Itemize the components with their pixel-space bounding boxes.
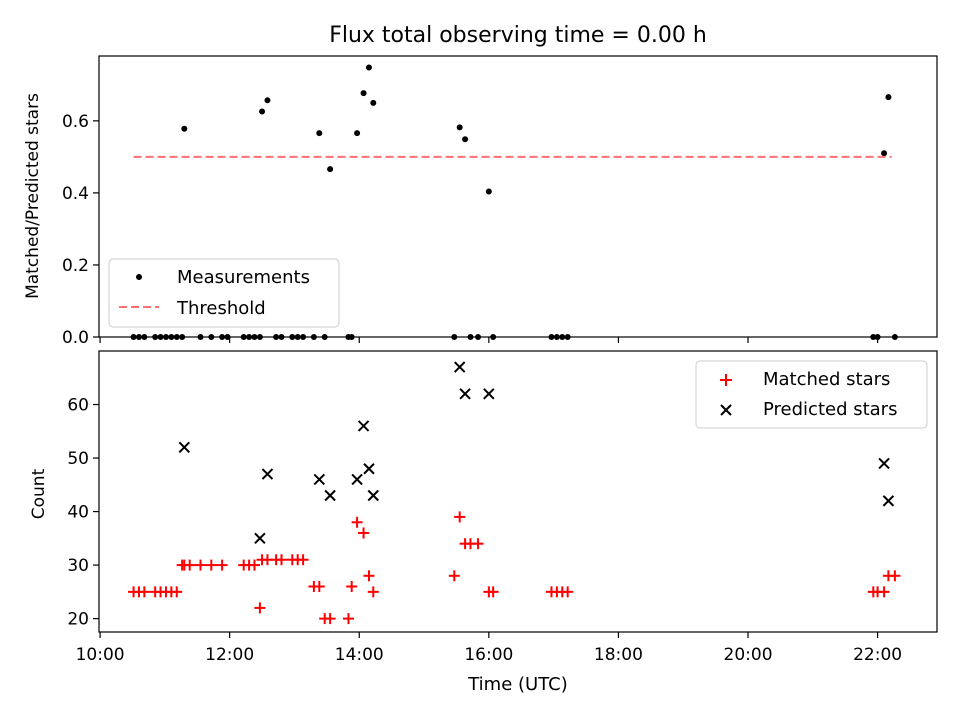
- matched-stars-point: [276, 554, 288, 566]
- predicted-stars-point: [357, 420, 370, 432]
- matched-stars-point: [313, 581, 325, 593]
- predicted-stars-point: [483, 388, 495, 400]
- legend-measurements-marker: [136, 274, 142, 280]
- bottom-x-ticks: 10:00 12:00 14:00 16:00 18:00 20:00 22:00: [76, 632, 902, 665]
- legend-threshold-label: Threshold: [176, 298, 266, 319]
- matched-stars-point: [472, 538, 484, 550]
- predicted-stars-point: [178, 441, 191, 454]
- measurement-point: [259, 108, 266, 115]
- matched-stars-point: [358, 527, 370, 539]
- measurement-point: [462, 136, 469, 143]
- measurement-point: [370, 99, 377, 106]
- measurement-point: [885, 94, 892, 101]
- bottom-y-tick-label: 20: [67, 610, 89, 630]
- top-y-tick-label: 0.0: [62, 328, 89, 348]
- bottom-axes-frame: [98, 350, 938, 633]
- predicted-stars-point: [878, 457, 890, 470]
- measurement-point: [456, 124, 463, 131]
- matched-stars-point: [367, 586, 379, 598]
- matched-stars-point: [195, 559, 207, 571]
- legend-matched-label: Matched stars: [763, 369, 890, 390]
- matched-stars-point: [297, 554, 309, 566]
- predicted-stars-point: [313, 473, 326, 486]
- bottom-x-tick-label: 16:00: [464, 645, 513, 665]
- bottom-legend-box: [695, 360, 928, 429]
- matched-stars-point: [351, 516, 363, 528]
- matched-stars-point: [889, 570, 901, 582]
- matched-stars-point: [562, 586, 574, 598]
- legend-predicted-label: Predicted stars: [763, 399, 897, 420]
- predicted-stars-point: [261, 468, 274, 480]
- predicted-stars-point: [351, 473, 363, 486]
- matched-stars-point: [346, 581, 358, 593]
- top-y-tick-label: 0.4: [62, 184, 89, 204]
- bottom-x-tick-label: 18:00: [594, 645, 643, 665]
- top-x-ticks: [99, 337, 879, 343]
- matched-stars-point: [878, 586, 890, 598]
- measurement-point: [360, 90, 367, 97]
- bottom-y-tick-label: 60: [67, 396, 89, 416]
- matched-stars-point: [363, 570, 375, 582]
- bottom-y-axis-label: Count: [29, 468, 49, 519]
- legend-measurements-label: Measurements: [177, 267, 310, 288]
- bottom-y-ticks: 20 30 40 50 60: [67, 396, 99, 630]
- matched-stars-point: [249, 559, 261, 571]
- measurement-point: [327, 166, 334, 173]
- bottom-y-tick-label: 30: [67, 556, 89, 576]
- predicted-stars-point: [363, 463, 375, 475]
- top-y-ticks: 0.0 0.2 0.4 0.6: [62, 112, 99, 348]
- predicted-stars-point: [324, 489, 336, 502]
- measurement-point: [316, 130, 323, 137]
- bottom-panel: 20 30 40 50 60 10:00 12:00 14:00 16:00 18:00 20:0…: [29, 350, 938, 695]
- measurement-point: [485, 188, 492, 195]
- matched-stars-point: [254, 602, 266, 614]
- legend-matched-marker: [720, 374, 732, 386]
- top-y-axis-label: Matched/Predicted stars: [23, 93, 43, 299]
- top-legend: Measurements Threshold: [108, 258, 340, 328]
- matched-stars-point: [184, 559, 196, 571]
- figure-title: Flux total observing time = 0.00 h: [329, 23, 707, 48]
- measurement-point: [365, 64, 372, 71]
- bottom-x-tick-label: 10:00: [76, 645, 125, 665]
- bottom-x-tick-label: 22:00: [853, 645, 902, 665]
- top-y-tick-label: 0.2: [62, 256, 89, 276]
- bottom-y-tick-label: 40: [67, 503, 89, 523]
- top-legend-box: [108, 258, 340, 328]
- matched-stars-point: [138, 586, 150, 598]
- matched-stars-point: [216, 559, 228, 571]
- x-axis-label: Time (UTC): [467, 674, 568, 695]
- measurement-point: [354, 130, 361, 137]
- top-axes-frame: [98, 55, 938, 338]
- bottom-x-tick-label: 20:00: [724, 645, 773, 665]
- bottom-y-tick-label: 50: [67, 449, 89, 469]
- bottom-x-tick-label: 12:00: [205, 645, 254, 665]
- bottom-x-tick-label: 14:00: [335, 645, 384, 665]
- matched-stars-point: [487, 586, 499, 598]
- top-y-tick-label: 0.6: [62, 112, 89, 132]
- matched-stars-point: [324, 613, 336, 625]
- matched-stars-point: [342, 613, 354, 625]
- predicted-stars-point: [882, 495, 895, 507]
- top-panel: 0.0 0.2 0.4 0.6 Matched/Predicted stars Mea…: [23, 55, 938, 348]
- measurement-point: [881, 150, 888, 157]
- measurement-point: [264, 97, 271, 104]
- matched-stars-point: [205, 559, 217, 571]
- legend-predicted-marker: [720, 404, 732, 416]
- measurement-point: [181, 125, 188, 132]
- predicted-stars-point: [459, 388, 471, 400]
- predicted-stars-point: [367, 489, 380, 502]
- matched-stars-point: [454, 511, 466, 523]
- predicted-stars-point: [453, 361, 466, 373]
- matched-stars-point: [448, 570, 460, 582]
- predicted-stars-point: [254, 532, 266, 545]
- bottom-legend: Matched stars Predicted stars: [695, 360, 928, 429]
- bottom-plot-area: [128, 361, 901, 625]
- matched-stars-point: [171, 586, 183, 598]
